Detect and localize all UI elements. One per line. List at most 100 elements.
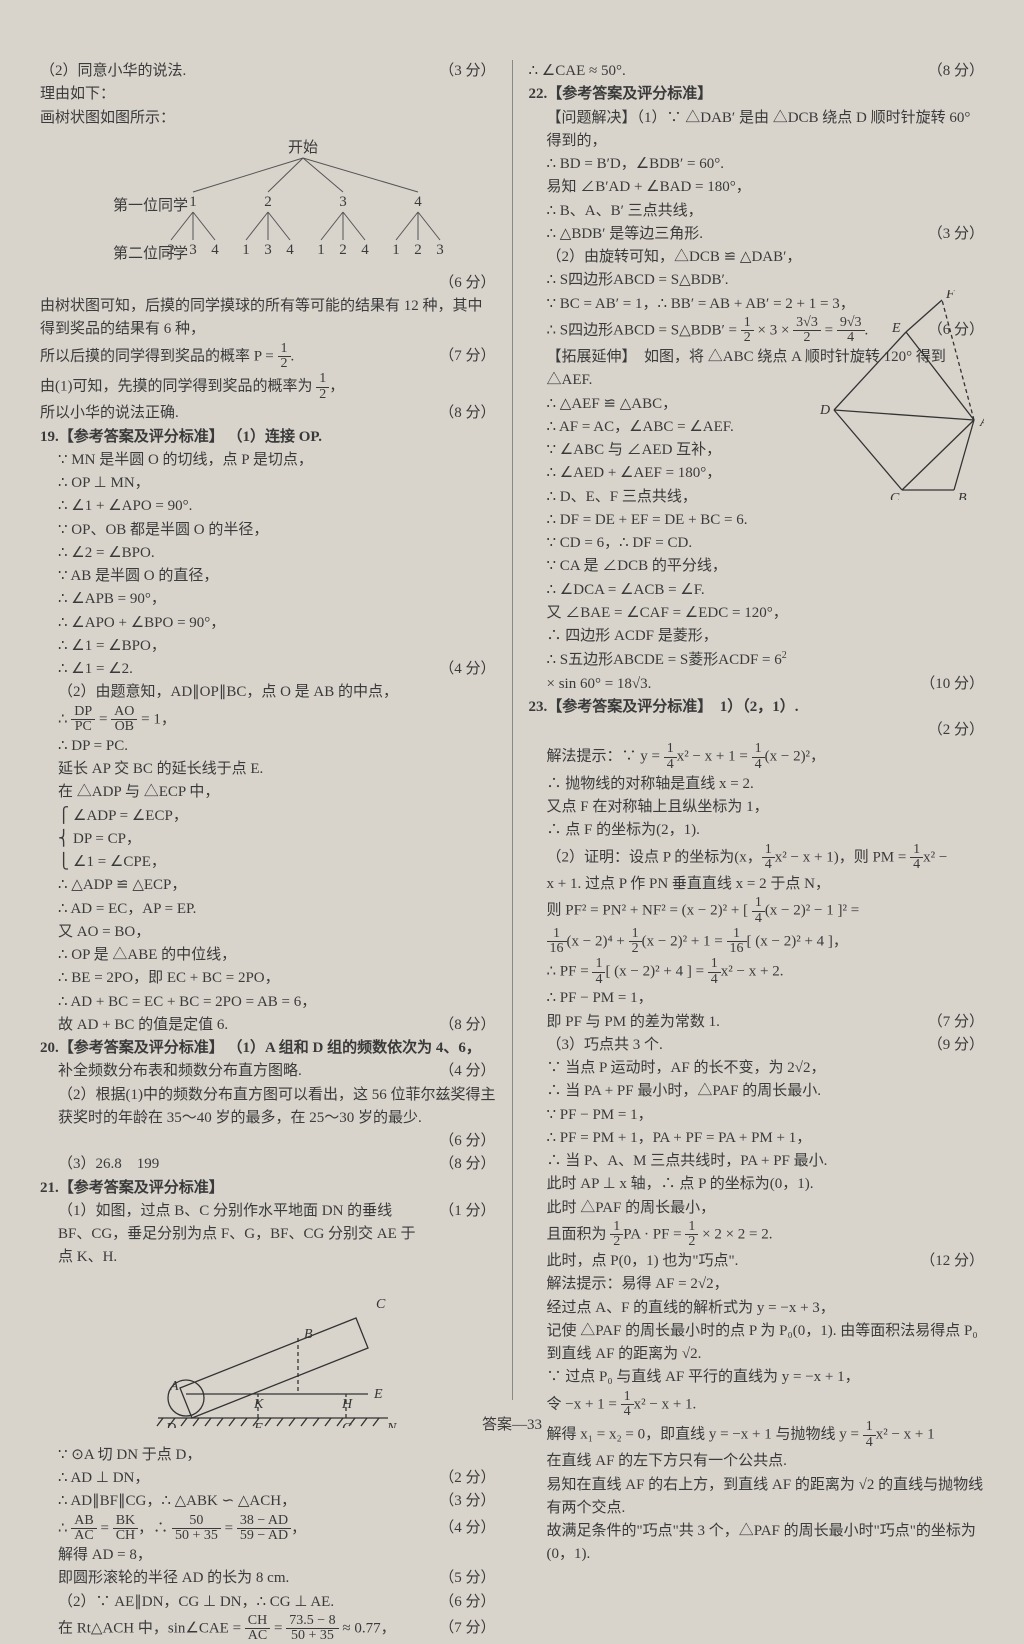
text: ∴ ∠2 = ∠BPO. [40, 542, 496, 565]
text: 记使 △PAF 的周长最小时的点 P 为 P₀(0，1). 由等面积法易得点 P… [529, 1320, 985, 1367]
mark: （7 分） [429, 1617, 495, 1640]
text: ∴ PF − PM = 1， [529, 987, 985, 1010]
mark: （8 分） [429, 1153, 495, 1176]
text: ⎩ ∠1 = ∠CPE， [40, 851, 496, 874]
mark: （2 分） [918, 719, 984, 742]
q21-head: 21.【参考答案及评分标准】 [40, 1177, 496, 1200]
text: 此时 AP ⊥ x 轴，∴ 点 P 的坐标为(0，1). [529, 1173, 985, 1196]
svg-text:4: 4 [211, 242, 219, 258]
column-divider [512, 60, 513, 1400]
svg-text:K: K [253, 1397, 264, 1412]
svg-text:E: E [373, 1387, 383, 1402]
text: ∴ OP ⊥ MN， [40, 472, 496, 495]
text: 易知 ∠B′AD + ∠BAD = 180°， [529, 176, 985, 199]
text: 所以后摸的同学得到奖品的概率 P = 12. [40, 342, 429, 372]
mark: （4 分） [429, 1517, 495, 1540]
svg-text:1: 1 [189, 194, 197, 210]
svg-text:B: B [304, 1327, 313, 1342]
text: ∵ OP、OB 都是半圆 O 的半径， [40, 519, 496, 542]
text: （2）同意小华的说法. [40, 60, 429, 83]
text: 且面积为 12PA · PF = 12 × 2 × 2 = 2. [529, 1220, 985, 1250]
text: ∴ AD ⊥ DN， [58, 1467, 429, 1490]
text: 解得 AD = 8， [40, 1544, 496, 1567]
text: 理由如下： [40, 83, 496, 106]
mark: （3 分） [429, 60, 495, 83]
text: ∴ 四边形 ACDF 是菱形， [529, 625, 985, 648]
svg-text:H: H [341, 1397, 353, 1412]
text: ∵ 过点 P₀ 与直线 AF 平行的直线为 y = −x + 1， [529, 1366, 985, 1389]
text: 延长 AP 交 BC 的延长线于点 E. [40, 758, 496, 781]
text: ∴ ∠DCA = ∠ACB = ∠F. [529, 579, 985, 602]
text: （2）证明：设点 P 的坐标为(x，14x² − x + 1)，则 PM = 1… [529, 843, 985, 873]
mark: （9 分） [918, 1034, 984, 1057]
mark: （4 分） [429, 658, 495, 681]
svg-text:4: 4 [361, 242, 369, 258]
text: 解法提示：∵ y = 14x² − x + 1 = 14(x − 2)²， [529, 742, 985, 772]
text: 解得 x₁ = x₂ = 0，即直线 y = −x + 1 与抛物线 y = 1… [529, 1420, 985, 1450]
mark: （1 分） [429, 1200, 495, 1223]
text: 补全频数分布表和频数分布直方图略. [58, 1060, 429, 1083]
diagram-21: ADFGNKHEBC [40, 1278, 496, 1436]
svg-text:开始: 开始 [288, 139, 318, 156]
svg-text:E: E [891, 321, 901, 336]
svg-text:C: C [890, 491, 900, 500]
mark: （8 分） [429, 402, 495, 425]
text: 则 PF² = PN² + NF² = (x − 2)² + [ 14(x − … [529, 896, 985, 926]
svg-text:N: N [386, 1421, 397, 1428]
mark: （5 分） [429, 1567, 495, 1590]
mark: （2 分） [429, 1467, 495, 1490]
text: 由树状图可知，后摸的同学摸球的所有等可能的结果有 12 种，其中得到奖品的结果有… [40, 295, 496, 342]
mark: （6 分） [429, 1591, 495, 1614]
text: ∴ ∠CAE ≈ 50°. [529, 60, 918, 83]
svg-text:第一位同学: 第一位同学 [113, 196, 188, 214]
q19-head: 19.【参考答案及评分标准】 （1）连接 OP. [40, 426, 496, 449]
text: ∴ DF = DE + EF = DE + BC = 6. [529, 509, 985, 532]
text: 此时，点 P(0，1) 也为"巧点". [547, 1250, 911, 1273]
svg-text:4: 4 [414, 194, 422, 210]
text: ∴ BD = B′D，∠BDB′ = 60°. [529, 153, 985, 176]
text: 【问题解决】（1）∵ △DAB′ 是由 △DCB 绕点 D 顺时针旋转 60° … [529, 107, 985, 154]
text: ∴ DP = PC. [40, 735, 496, 758]
text: ∴ ∠APB = 90°， [40, 588, 496, 611]
svg-text:3: 3 [339, 194, 347, 210]
text: ∴ PF = 14[ (x − 2)² + 4 ] = 14x² − x + 2… [529, 957, 985, 987]
svg-text:C: C [376, 1297, 386, 1312]
mark: （8 分） [429, 1014, 495, 1037]
q23-head: 23.【参考答案及评分标准】 1）（2，1）. [529, 696, 985, 719]
text: 故 AD + BC 的值是定值 6. [58, 1014, 429, 1037]
text: ∴ BE = 2PO，即 EC + BC = 2PO， [40, 967, 496, 990]
text: × sin 60° = 18√3. [547, 673, 911, 696]
svg-text:2: 2 [167, 242, 175, 258]
svg-text:B: B [958, 491, 967, 500]
svg-text:F: F [945, 290, 955, 302]
svg-text:3: 3 [436, 242, 444, 258]
text: ∴ ∠1 = ∠BPO， [40, 635, 496, 658]
svg-text:1: 1 [392, 242, 400, 258]
text: ⎨ DP = CP， [40, 828, 496, 851]
text: ∴ AD = EC，AP = EP. [40, 898, 496, 921]
text: ∵ ⊙A 切 DN 于点 D， [40, 1444, 496, 1467]
text: 易知在直线 AF 的右上方，到直线 AF 的距离为 √2 的直线与抛物线有两个交… [529, 1474, 985, 1521]
text: ∴ PF = PM + 1，PA + PF = PA + PM + 1， [529, 1127, 985, 1150]
text: 故满足条件的"巧点"共 3 个，△PAF 的周长最小时"巧点"的坐标为(0，1)… [529, 1520, 985, 1567]
text: 由(1)可知，先摸的同学得到奖品的概率为 12， [40, 372, 496, 402]
text: ∵ CD = 6，∴ DF = CD. [529, 532, 985, 555]
text: ∴ ∠APO + ∠BPO = 90°， [40, 612, 496, 635]
text: （2）∵ AE∥DN，CG ⊥ DN，∴ CG ⊥ AE. [58, 1591, 429, 1614]
mark: （7 分） [918, 1011, 984, 1034]
text: ∵ MN 是半圆 O 的切线，点 P 是切点， [40, 449, 496, 472]
text: ∵ PF − PM = 1， [529, 1104, 985, 1127]
text: 此时 △PAF 的周长最小， [529, 1197, 985, 1220]
text: ∴ △BDB′ 是等边三角形. [547, 223, 918, 246]
svg-text:A: A [979, 415, 984, 430]
text: 即 PF 与 PM 的差为常数 1. [547, 1011, 918, 1034]
text: 解法提示：易得 AF = 2√2， [529, 1273, 985, 1296]
text: ∴ △ADP ≌ △ECP， [40, 874, 496, 897]
text: 在 △ADP 与 △ECP 中， [40, 781, 496, 804]
text: 画树状图如图所示： [40, 107, 496, 130]
text: 又 AO = BO， [40, 921, 496, 944]
text: ∴ 当 P、A、M 三点共线时，PA + PF 最小. [529, 1150, 985, 1173]
text: ∴ ∠1 + ∠APO = 90°. [40, 495, 496, 518]
text: 在 Rt△ACH 中，sin∠CAE = CHAC = 73.5 − 850 +… [58, 1614, 429, 1644]
text: ∴ ∠1 = ∠2. [58, 658, 429, 681]
